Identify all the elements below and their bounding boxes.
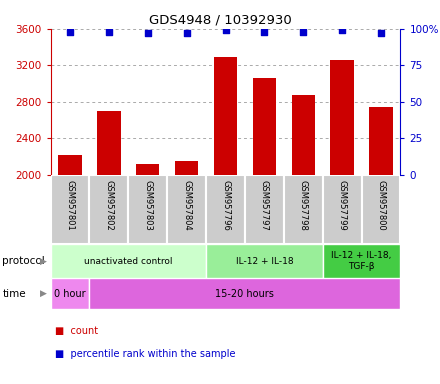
Bar: [89, 175, 128, 244]
Text: 15-20 hours: 15-20 hours: [216, 289, 275, 299]
Bar: [369, 107, 392, 175]
Text: ▶: ▶: [40, 289, 47, 298]
Text: GSM957801: GSM957801: [66, 180, 74, 231]
Bar: [214, 57, 237, 175]
Text: GSM957799: GSM957799: [337, 180, 347, 231]
Text: unactivated control: unactivated control: [84, 257, 172, 266]
Point: [339, 27, 346, 33]
Bar: [97, 111, 121, 175]
Text: ▶: ▶: [40, 257, 47, 266]
Point: [183, 30, 190, 36]
Text: GDS4948 / 10392930: GDS4948 / 10392930: [149, 13, 291, 26]
Text: GSM957796: GSM957796: [221, 180, 230, 231]
Bar: [323, 244, 400, 278]
Bar: [51, 244, 206, 278]
Text: GSM957802: GSM957802: [104, 180, 114, 231]
Bar: [323, 175, 362, 244]
Text: GSM957804: GSM957804: [182, 180, 191, 231]
Point: [378, 30, 385, 36]
Point: [222, 27, 229, 33]
Bar: [59, 155, 82, 175]
Bar: [253, 78, 276, 175]
Point: [66, 29, 73, 35]
Bar: [330, 60, 354, 175]
Bar: [128, 175, 167, 244]
Text: time: time: [2, 289, 26, 299]
Text: ■  percentile rank within the sample: ■ percentile rank within the sample: [55, 349, 235, 359]
Text: GSM957797: GSM957797: [260, 180, 269, 231]
Bar: [284, 175, 323, 244]
Text: ■  count: ■ count: [55, 326, 98, 336]
Point: [261, 29, 268, 35]
Bar: [245, 175, 284, 244]
Text: protocol: protocol: [2, 256, 45, 266]
Bar: [89, 278, 400, 309]
Text: IL-12 + IL-18: IL-12 + IL-18: [235, 257, 293, 266]
Bar: [136, 164, 159, 175]
Text: IL-12 + IL-18,
TGF-β: IL-12 + IL-18, TGF-β: [331, 252, 392, 271]
Bar: [206, 175, 245, 244]
Bar: [362, 175, 400, 244]
Text: 0 hour: 0 hour: [54, 289, 86, 299]
Text: GSM957803: GSM957803: [143, 180, 152, 231]
Point: [300, 29, 307, 35]
Bar: [292, 95, 315, 175]
Bar: [51, 175, 89, 244]
Bar: [175, 161, 198, 175]
Bar: [167, 175, 206, 244]
Text: GSM957798: GSM957798: [299, 180, 308, 231]
Point: [106, 29, 113, 35]
Point: [144, 30, 151, 36]
Bar: [51, 278, 89, 309]
Bar: [206, 244, 323, 278]
Text: GSM957800: GSM957800: [377, 180, 385, 231]
